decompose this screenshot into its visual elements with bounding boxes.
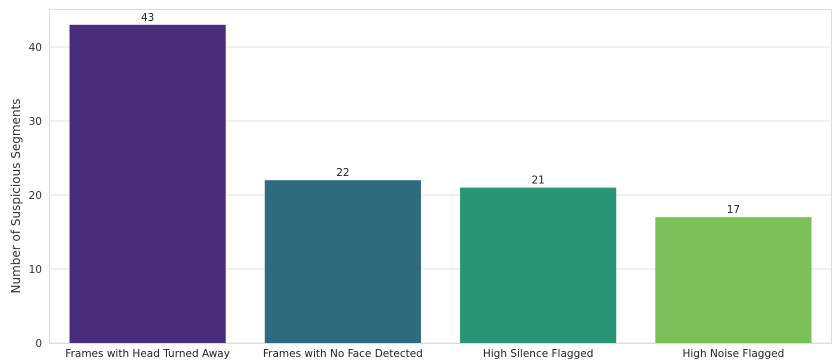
data-label: 43 xyxy=(141,12,154,24)
x-tick-label: Frames with No Face Detected xyxy=(263,348,423,360)
y-tick-label: 20 xyxy=(29,190,42,202)
data-label: 21 xyxy=(531,175,544,187)
y-tick-labels: 0 10 20 30 40 xyxy=(29,42,42,350)
x-tick-labels: Frames with Head Turned Away Frames with … xyxy=(65,348,784,360)
bar xyxy=(460,187,617,343)
y-tick-label: 10 xyxy=(29,264,42,276)
bar xyxy=(264,180,421,343)
x-tick-label: High Noise Flagged xyxy=(682,348,784,360)
y-tick-label: 30 xyxy=(29,116,42,128)
y-tick-label: 0 xyxy=(35,338,42,350)
data-labels: 43 22 21 17 xyxy=(141,12,740,216)
y-tick-label: 40 xyxy=(29,42,42,54)
data-label: 22 xyxy=(336,167,349,179)
x-tick-label: Frames with Head Turned Away xyxy=(65,348,230,360)
y-axis-label: Number of Suspicious Segments xyxy=(9,98,23,293)
data-label: 17 xyxy=(727,204,740,216)
x-tick-label: High Silence Flagged xyxy=(483,348,594,360)
bars xyxy=(69,24,812,344)
bar xyxy=(655,217,812,343)
bar xyxy=(69,24,226,344)
